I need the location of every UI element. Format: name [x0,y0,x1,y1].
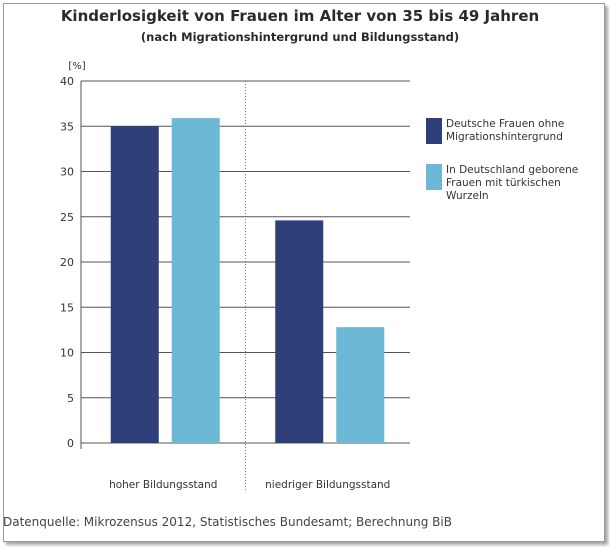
y-tick-label-25: 25 [60,211,74,224]
x-category-label-2: niedriger Bildungsstand [265,479,390,491]
chart-subtitle: (nach Migrationshintergrund und Bildungs… [140,30,460,44]
legend-item-series-2: In Deutschland geborene Frauen mit türki… [426,164,606,203]
legend: Deutsche Frauen ohne Migrationshintergru… [426,118,606,223]
legend-label-series-2: In Deutschland geborene Frauen mit türki… [446,164,579,202]
legend-item-series-1: Deutsche Frauen ohne Migrationshintergru… [426,118,606,144]
x-category-label-1: hoher Bildungsstand [109,479,217,491]
y-axis-label: [%] [68,61,85,72]
bar-2-series-2 [336,327,385,443]
bar-1-series-2 [171,118,220,443]
bar-2-series-1 [275,220,324,443]
legend-swatch-series-1 [426,118,442,144]
y-tick-label-0: 0 [67,437,74,450]
legend-label-series-1: Deutsche Frauen ohne Migrationshintergru… [446,118,565,143]
y-tick-label-10: 10 [60,347,74,360]
y-tick-label-30: 30 [60,166,74,179]
data-source: Datenquelle: Mikrozensus 2012, Statistis… [3,515,452,529]
y-tick-label-35: 35 [60,120,74,133]
chart-title: Kinderlosigkeit von Frauen im Alter von … [60,7,540,25]
y-tick-label-5: 5 [67,392,74,405]
y-tick-label-15: 15 [60,301,74,314]
y-tick-label-40: 40 [60,75,74,88]
y-tick-label-20: 20 [60,256,74,269]
legend-swatch-series-2 [426,164,442,190]
bar-1-series-1 [110,126,159,443]
